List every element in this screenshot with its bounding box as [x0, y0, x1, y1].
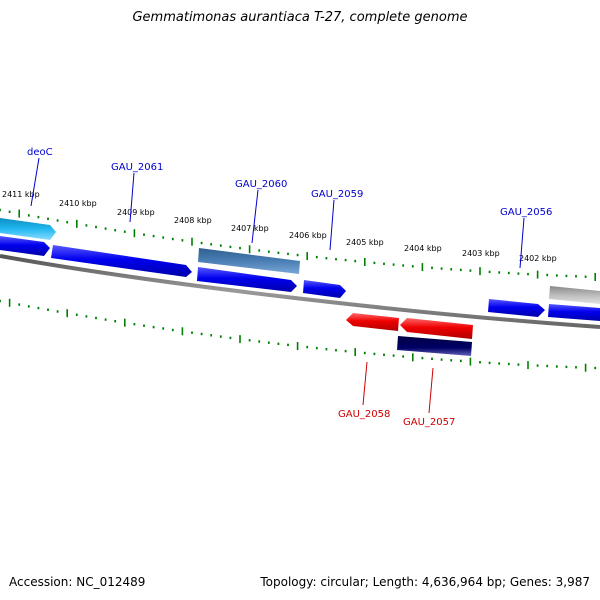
label-GAU_2057: GAU_2057 — [403, 417, 455, 428]
tick-label-2402: 2402 kbp — [519, 254, 557, 263]
inner-tick-track — [0, 298, 597, 372]
gene-GAU_2060[interactable] — [198, 248, 300, 274]
tick-label-2404: 2404 kbp — [404, 244, 442, 253]
gene-gray[interactable] — [549, 286, 600, 304]
label-GAU_2061: GAU_2061 — [111, 162, 163, 173]
gene-GAU_2059[interactable] — [303, 280, 346, 298]
tick-label-2411: 2411 kbp — [2, 190, 40, 199]
label-GAU_2059: GAU_2059 — [311, 189, 363, 200]
label-deoC: deoC — [27, 147, 53, 158]
gene-GAU_2058[interactable] — [346, 313, 399, 331]
label-leaders — [30, 157, 525, 414]
gene-GAU_2060b[interactable] — [197, 267, 297, 292]
tick-label-2405: 2405 kbp — [346, 238, 384, 247]
gene-navy[interactable] — [397, 336, 472, 356]
accession-text: Accession: NC_012489 — [9, 575, 146, 589]
gene-arrow-left-edge[interactable] — [0, 236, 50, 256]
tick-label-2403: 2403 kbp — [462, 249, 500, 258]
gene-right-edge[interactable] — [548, 304, 600, 321]
label-GAU_2058: GAU_2058 — [338, 409, 390, 420]
genome-summary-text: Topology: circular; Length: 4,636,964 bp… — [260, 575, 590, 589]
label-GAU_2056: GAU_2056 — [500, 207, 552, 218]
tick-label-2410: 2410 kbp — [59, 199, 97, 208]
gene-GAU_2057[interactable] — [400, 318, 473, 339]
gene-labels: deoC GAU_2061 GAU_2060 GAU_2059 GAU_2056… — [27, 147, 552, 428]
tick-labels: 2411 kbp 2410 kbp 2409 kbp 2408 kbp 2407… — [2, 190, 557, 263]
tick-label-2408: 2408 kbp — [174, 216, 212, 225]
reverse-genes — [346, 313, 473, 356]
map-title: Gemmatimonas aurantiaca T-27, complete g… — [132, 10, 468, 25]
gene-deoC[interactable] — [0, 218, 56, 240]
genome-backbone — [0, 254, 600, 329]
outer-tick-track — [0, 208, 597, 281]
tick-label-2406: 2406 kbp — [289, 231, 327, 240]
gene-GAU_2061[interactable] — [51, 245, 192, 277]
gene-GAU_2056[interactable] — [488, 299, 545, 317]
label-GAU_2060: GAU_2060 — [235, 179, 287, 190]
forward-genes — [0, 218, 600, 321]
tick-label-2407: 2407 kbp — [231, 224, 269, 233]
tick-label-2409: 2409 kbp — [117, 208, 155, 217]
